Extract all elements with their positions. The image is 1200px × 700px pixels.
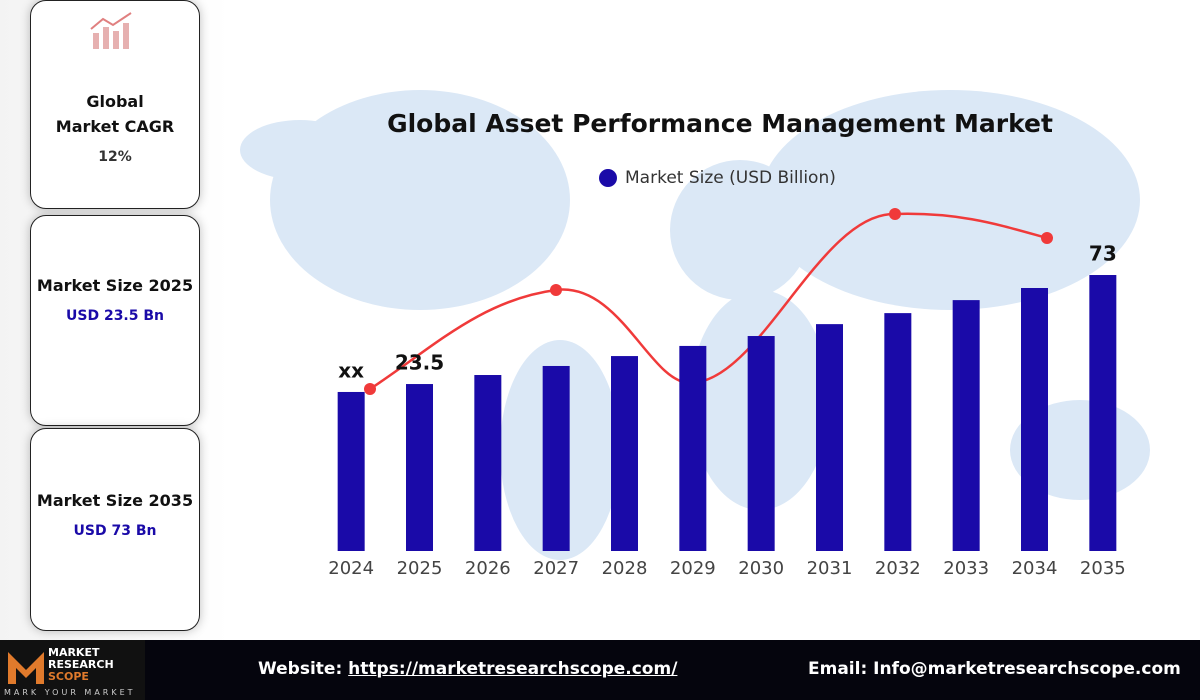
website-label: Website: (258, 659, 343, 679)
x-tick-label: 2029 (670, 558, 716, 579)
card: Market Size 2035 USD 73 Bn (30, 428, 200, 631)
bar (611, 356, 638, 551)
logo-text: RESEARCH (48, 658, 114, 671)
card: Global Market CAGR 12% (30, 0, 200, 209)
logo-mark (8, 652, 44, 684)
chart: Global Asset Performance Management Mark… (240, 90, 1150, 579)
x-tick-label: 2031 (807, 558, 853, 579)
value-label: 73 (1089, 242, 1117, 266)
card-value: 12% (98, 149, 132, 165)
legend-label: Market Size (USD Billion) (625, 168, 836, 188)
footer: MARKET RESEARCH SCOPE MARK YOUR MARKET W… (0, 640, 1200, 700)
x-tick-label: 2024 (328, 558, 374, 579)
card: Market Size 2025 USD 23.5 Bn (30, 215, 200, 426)
bar (1021, 288, 1048, 551)
logo-tagline: MARK YOUR MARKET (4, 688, 136, 697)
email: Email: Info@marketresearchscope.com (808, 659, 1181, 679)
bar (1089, 275, 1117, 551)
card-title: Global Market CAGR (55, 92, 175, 136)
x-tick-label: 2033 (943, 558, 989, 579)
x-tick-label: 2035 (1080, 558, 1126, 579)
icon (90, 12, 132, 49)
bar (337, 391, 365, 551)
card-value: USD 73 Bn (73, 523, 157, 539)
bar (952, 300, 980, 551)
logo-text: MARKET (48, 646, 100, 659)
bar (542, 365, 570, 551)
bar (884, 313, 912, 551)
card-title: Market Size 2035 (36, 491, 194, 510)
x-tick-label: 2030 (738, 558, 784, 579)
logo-text: SCOPE (48, 670, 89, 683)
x-tick-label: 2025 (397, 558, 443, 579)
bar (747, 336, 775, 551)
logo: MARKET RESEARCH SCOPE MARK YOUR MARKET (0, 640, 145, 700)
legend-marker (599, 169, 617, 187)
website: Website: https://marketresearchscope.com… (258, 659, 677, 679)
card-title: Market Size 2025 (36, 276, 194, 295)
bar (406, 384, 433, 551)
x-tick-label: 2027 (533, 558, 579, 579)
bar (474, 375, 502, 551)
card-value: USD 23.5 Bn (66, 308, 164, 324)
website-link[interactable]: https://marketresearchscope.com/ (348, 659, 678, 679)
chart-title: Global Asset Performance Management Mark… (387, 109, 1053, 138)
x-tick-label: 2026 (465, 558, 511, 579)
bar (816, 324, 843, 551)
x-tick-label: 2028 (602, 558, 648, 579)
value-label: 23.5 (395, 351, 444, 375)
bar (679, 345, 707, 551)
x-tick-label: 2032 (875, 558, 921, 579)
value-label: xx (338, 358, 364, 382)
x-tick-label: 2034 (1012, 558, 1058, 579)
